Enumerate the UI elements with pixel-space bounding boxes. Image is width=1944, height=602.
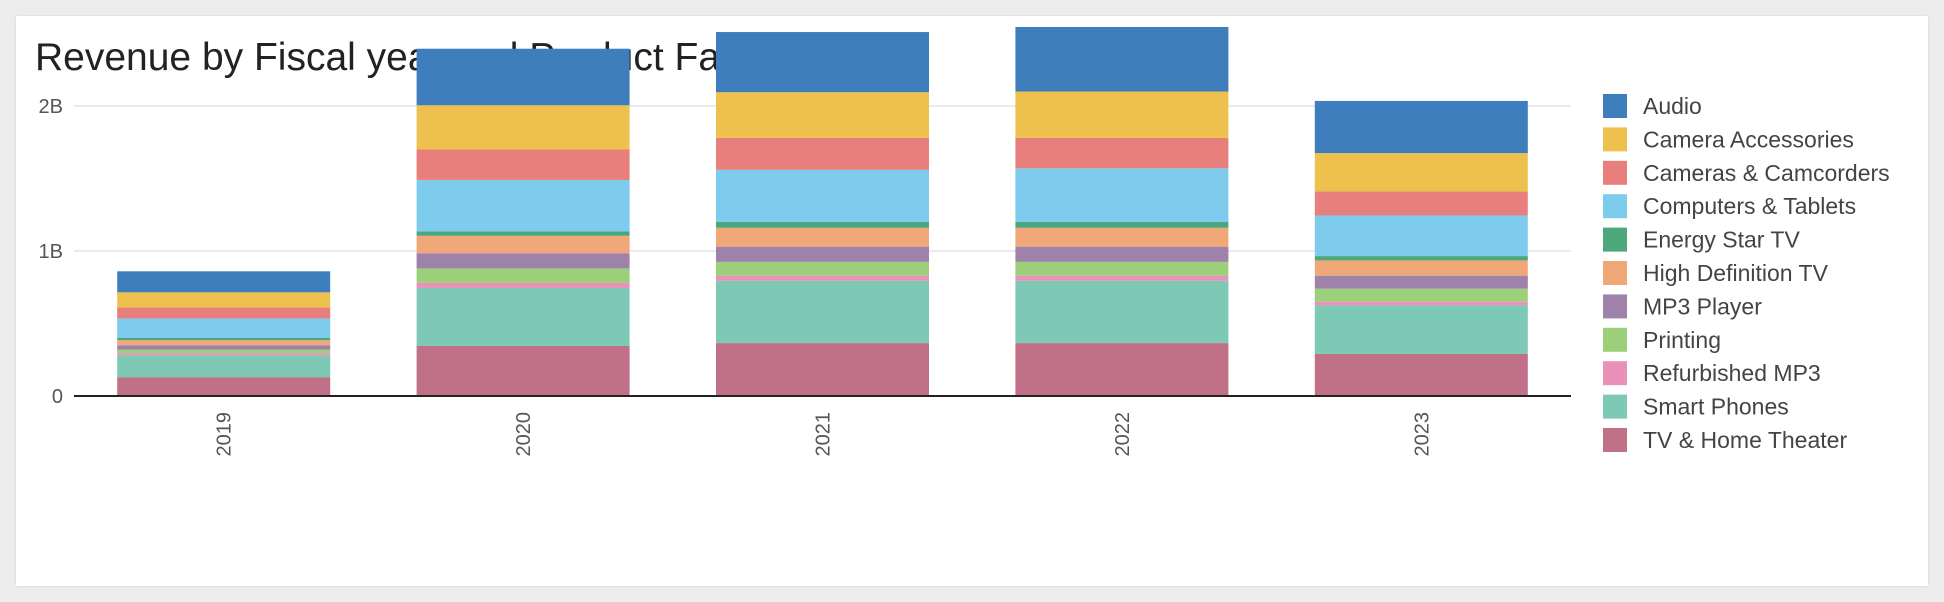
legend-label: Computers & Tablets [1643,193,1856,219]
legend-swatch [1603,428,1627,452]
x-tick-label: 2021 [813,412,835,457]
bar-segment [416,149,630,180]
bar-segment [1314,353,1528,396]
bar-segment [416,105,630,150]
bar-segment [716,222,929,228]
bar-segment [416,253,630,269]
bar-segment [416,235,630,254]
bar-segment [716,169,929,222]
legend: Audio Camera Accessories Cameras & Camcord… [1603,93,1890,453]
bar-segment [117,271,331,293]
x-tick-label: 2023 [1411,412,1433,457]
legend-label: Energy Star TV [1643,227,1800,253]
legend-label: High Definition TV [1643,260,1829,286]
bar-segment [1015,227,1229,247]
bar-segment [716,227,929,247]
bar-segment [117,318,331,338]
legend-swatch [1603,94,1627,118]
legend-swatch [1603,261,1627,285]
bar-segment [1015,246,1229,262]
legend-swatch [1603,127,1627,152]
chart-card: Revenue by Fiscal year and Product Famil… [16,16,1928,586]
bar-segment [716,343,929,396]
legend-swatch [1603,160,1627,185]
bar-segment [117,353,331,356]
chart-plot: 0 1B 2B 2019 2020 2021 2022 2023 Audio Camera Ac… [39,26,1890,457]
bars [117,26,1528,396]
axes: 0 1B 2B 2019 2020 2021 2022 2023 [39,96,1571,457]
legend-label: Printing [1643,327,1721,353]
bar-segment [1015,168,1229,222]
bar-segment [1015,26,1229,92]
bar-segment [117,377,331,396]
x-tick-label: 2019 [214,412,236,457]
bar-segment [1314,288,1528,302]
bar-segment [1314,260,1528,276]
x-tick-label: 2020 [513,412,535,457]
y-tick-label: 2B [39,96,63,118]
chart-title: Revenue by Fiscal year and Product Famil… [35,36,790,79]
bar-segment [416,268,630,283]
bar-segment [1015,222,1229,228]
y-tick-label: 1B [39,241,63,263]
bar-segment [117,349,331,354]
legend-label: Audio [1643,93,1702,119]
bar-segment [1015,275,1229,281]
bar-segment [716,92,929,138]
x-tick-label: 2022 [1112,412,1134,457]
bar-segment [1314,215,1528,257]
legend-swatch [1603,394,1627,419]
bar-segment [416,287,630,346]
legend-label: Camera Accessories [1643,126,1854,152]
bar-segment [1314,191,1528,216]
bar-segment [1314,153,1528,192]
bar-segment [716,32,929,93]
bar-segment [1314,305,1528,354]
bar-segment [1015,343,1229,396]
legend-label: Cameras & Camcorders [1643,160,1890,186]
bar-segment [117,340,331,346]
bar-segment [1015,91,1229,138]
bar-segment [1015,137,1229,169]
legend-label: Refurbished MP3 [1643,360,1821,386]
legend-swatch [1603,227,1627,252]
bar-segment [716,261,929,276]
y-tick-label: 0 [52,386,63,408]
legend-swatch [1603,327,1627,352]
bar-segment [416,345,630,396]
bar-segment [1314,256,1528,261]
bar-segment [1314,301,1528,306]
legend-swatch [1603,294,1627,319]
legend-swatch [1603,361,1627,386]
bar-segment [416,179,630,232]
bar-segment [416,48,630,106]
bar-segment [117,355,331,378]
bar-segment [716,275,929,281]
bar-segment [416,282,630,288]
bar-segment [1314,100,1528,154]
legend-label: TV & Home Theater [1643,427,1847,453]
bar-segment [1015,261,1229,276]
bar-segment [716,137,929,170]
bar-segment [716,246,929,262]
bar-segment [716,280,929,344]
bar-segment [117,307,331,319]
legend-swatch [1603,194,1627,219]
legend-label: Smart Phones [1643,394,1789,420]
bar-segment [117,292,331,308]
bar-segment [1314,275,1528,289]
bar-segment [416,231,630,236]
bar-segment [1015,280,1229,344]
legend-label: MP3 Player [1643,293,1762,319]
bar-segment [117,345,331,350]
bar-segment [117,338,331,341]
